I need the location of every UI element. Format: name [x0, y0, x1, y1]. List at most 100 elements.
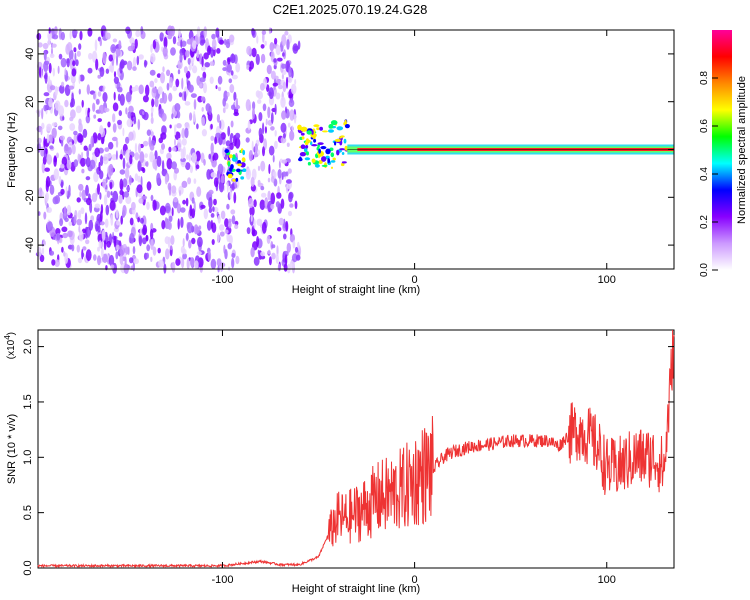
heat-noise-cell [98, 161, 101, 172]
snr-ytick-label: 0.5 [22, 505, 34, 520]
heat-noise-cell [128, 175, 132, 186]
heat-noise-cell [122, 244, 127, 249]
heat-noise-cell [252, 107, 255, 120]
heat-noise-cell [212, 155, 215, 162]
heat-transition-cell [301, 136, 305, 140]
heat-noise-cell [106, 190, 111, 198]
heat-noise-cell [48, 79, 52, 85]
heat-noise-cell [250, 214, 253, 223]
heat-noise-cell [123, 60, 128, 66]
heat-noise-cell [292, 43, 299, 54]
heat-noise-cell [115, 48, 121, 57]
heat-noise-cell [253, 256, 260, 266]
heat-noise-cell [108, 141, 114, 150]
heat-noise-cell [73, 159, 79, 168]
heat-noise-cell [266, 84, 270, 92]
heat-noise-cell [161, 220, 166, 230]
heat-noise-cell [54, 100, 61, 111]
heat-noise-cell [257, 249, 260, 255]
heat-noise-cell [171, 185, 177, 194]
snr-scale-label: (x104) [3, 332, 17, 359]
heat-noise-cell [208, 207, 213, 214]
heat-noise-cell [213, 198, 217, 206]
heat-noise-cell [215, 85, 218, 90]
heat-noise-cell [196, 26, 201, 38]
heat-noise-cell [88, 219, 94, 231]
heat-noise-cell [112, 102, 119, 112]
heat-transition-cell [341, 161, 347, 164]
heat-noise-cell [43, 104, 48, 112]
heat-noise-cell [77, 134, 84, 143]
heat-noise-cell [255, 53, 260, 66]
heat-noise-cell [87, 27, 93, 37]
heat-noise-cell [156, 172, 161, 185]
heat-noise-cell [99, 66, 105, 78]
heat-noise-cell [200, 66, 206, 71]
heat-noise-cell [208, 105, 212, 116]
heat-noise-cell [218, 39, 225, 45]
heat-noise-cell [273, 178, 278, 187]
heat-noise-cell [192, 40, 197, 49]
heat-noise-cell [270, 126, 275, 131]
heat-noise-cell [87, 67, 93, 74]
heat-noise-cell [178, 28, 181, 38]
heat-noise-cell [100, 204, 104, 215]
heat-noise-cell [220, 210, 226, 220]
heat-transition-cell [299, 152, 306, 157]
heat-noise-cell [190, 93, 197, 98]
heat-transition-cell [328, 129, 334, 133]
heat-noise-cell [268, 145, 275, 156]
heat-noise-cell [231, 257, 235, 269]
heat-noise-cell [125, 136, 130, 144]
heat-noise-cell [108, 254, 115, 267]
heat-transition-cell [240, 162, 246, 168]
heat-noise-cell [199, 83, 203, 88]
heat-transition-cell [232, 178, 237, 182]
heat-noise-cell [110, 214, 114, 226]
heat-noise-cell [98, 217, 101, 224]
heat-noise-cell [146, 252, 150, 259]
heat-noise-cell [126, 186, 131, 191]
heat-noise-cell [49, 53, 55, 59]
heat-noise-cell [231, 74, 238, 80]
heat-noise-cell [256, 218, 263, 226]
heat-noise-cell [176, 123, 182, 129]
heat-noise-cell [192, 65, 198, 74]
heat-noise-cell [78, 43, 82, 50]
heat-noise-cell [57, 125, 63, 131]
heat-noise-cell [109, 200, 116, 211]
heat-noise-cell [179, 189, 181, 197]
snr-ytick-label: 1.5 [22, 394, 34, 409]
colorbar: 0.0 0.2 0.4 0.6 0.8 Normalized spectral ampl… [699, 30, 748, 277]
heat-noise-cell [245, 137, 250, 143]
heat-noise-cell [142, 167, 146, 173]
heat-noise-cell [38, 66, 42, 78]
heat-noise-cell [41, 107, 44, 120]
heat-noise-cell [268, 163, 271, 175]
colorbar-tick-label: 0.4 [699, 167, 710, 181]
heat-noise-cell [149, 144, 155, 151]
heat-noise-cell [160, 32, 164, 38]
heat-noise-cell [228, 220, 232, 229]
heat-noise-cell [290, 83, 297, 95]
spectrogram-ylabel: Frequency (Hz) [6, 112, 18, 188]
heat-noise-cell [154, 96, 159, 108]
heat-noise-cell [66, 204, 72, 216]
heat-noise-cell [205, 38, 209, 48]
heat-noise-cell [62, 116, 65, 121]
heat-noise-cell [264, 40, 267, 46]
heat-noise-cell [167, 182, 172, 191]
heat-noise-cell [163, 36, 168, 49]
heat-noise-cell [162, 46, 168, 57]
heat-noise-cell [77, 257, 83, 264]
heat-noise-cell [119, 178, 124, 191]
heat-noise-cell [248, 150, 253, 162]
heat-noise-cell [283, 250, 289, 257]
heat-noise-cell [191, 237, 196, 245]
heat-transition-cell [332, 157, 336, 161]
spectrogram-xlabel: Height of straight line (km) [292, 284, 420, 296]
heat-noise-cell [82, 128, 88, 138]
heat-noise-cell [219, 120, 222, 129]
heat-noise-cell [94, 203, 101, 209]
heat-noise-cell [181, 127, 186, 139]
